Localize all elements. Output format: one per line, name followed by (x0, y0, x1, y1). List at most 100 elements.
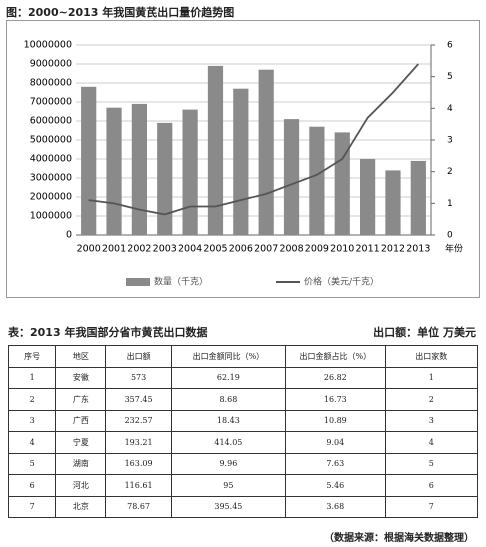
table-cell: 7.63 (285, 452, 386, 475)
table-cell: 5 (7, 452, 57, 475)
table-cell: 193.21 (105, 431, 172, 454)
table-cell: 湖南 (55, 452, 107, 475)
y-tick-label: 0 (66, 230, 72, 241)
x-tick-label: 2012 (381, 244, 405, 255)
x-axis-label: 年份 (445, 243, 463, 255)
table-cell: 6 (384, 474, 479, 497)
table-cell: 18.43 (170, 409, 287, 432)
x-tick-label: 2011 (356, 244, 380, 255)
header-cell: 出口金额占比（%） (285, 345, 386, 368)
table-cell: 广西 (55, 409, 107, 432)
table-cell: 357.45 (105, 388, 172, 411)
table-cell: 7 (384, 495, 479, 518)
y-tick-label: 7000000 (30, 97, 72, 108)
table-row: 2 广东 357.45 8.68 16.73 2 (7, 388, 479, 411)
table-cell: 26.82 (285, 366, 386, 389)
table-cell: 9.96 (170, 452, 287, 475)
table-row: 4 宁夏 193.21 414.05 9.04 4 (7, 431, 479, 454)
x-tick-label: 2008 (279, 244, 303, 255)
table-cell: 62.19 (170, 366, 287, 389)
table-cell: 宁夏 (55, 431, 107, 454)
table-row: 3 广西 232.57 18.43 10.89 3 (7, 409, 479, 432)
table-cell: 北京 (55, 495, 107, 518)
x-tick-label: 2001 (102, 244, 126, 255)
table-cell: 1 (7, 366, 57, 389)
header-cell: 出口额 (105, 345, 172, 368)
bar (207, 65, 224, 236)
y2-tick-label: 2 (447, 167, 453, 177)
table-cell: 3 (7, 409, 57, 432)
bar (182, 109, 198, 235)
header-cell: 地区 (55, 345, 107, 368)
x-tick-label: 2003 (153, 244, 177, 255)
chart: 0 1000000 2000000 3000000 4000000 5000000 6000… (6, 20, 480, 298)
x-tick-label: 2002 (127, 244, 151, 255)
table-cell: 10.89 (285, 409, 386, 432)
y-tick-label: 3000000 (30, 173, 72, 184)
table-cell: 7 (7, 495, 57, 518)
bar (81, 86, 97, 235)
y2-tick-label: 1 (447, 199, 453, 209)
bar (283, 119, 300, 235)
bar (157, 122, 173, 235)
y-tick-label: 9000000 (30, 59, 72, 70)
table-cell: 16.73 (285, 388, 386, 411)
legend-label: 数量（千克） (154, 276, 208, 288)
table-cell: 1 (384, 366, 479, 389)
header-cell: 出口家数 (384, 345, 479, 368)
x-tick-label: 2009 (305, 244, 329, 255)
y2-tick-label: 6 (447, 41, 453, 51)
table-cell: 9.04 (285, 431, 386, 454)
y2-tick-label: 5 (447, 72, 453, 82)
table-cell: 5.46 (285, 474, 386, 497)
source-note: （数据来源：根据海关数据整理） (324, 533, 474, 544)
table-row: 1 安徽 573 62.19 26.82 1 (7, 366, 479, 389)
table-row: 5 湖南 163.09 9.96 7.63 5 (7, 452, 479, 475)
y-tick-label: 5000000 (30, 135, 72, 146)
table-cell: 2 (384, 388, 479, 411)
x-tick-label: 2013 (406, 244, 430, 255)
header-cell: 出口金额同比（%） (170, 345, 287, 368)
table-cell: 河北 (55, 474, 107, 497)
table-cell: 414.05 (170, 431, 287, 454)
chart-title: 图：2000~2013 年我国黄芪出口量价趋势图 (6, 6, 235, 19)
table-cell: 163.09 (105, 452, 172, 475)
table-cell: 6 (7, 474, 57, 497)
bar (258, 69, 274, 235)
table-cell: 4 (7, 431, 57, 454)
bar (410, 160, 426, 235)
y2-tick-label: 3 (447, 136, 453, 146)
chart-frame (6, 20, 480, 298)
x-tick-label: 2005 (203, 244, 227, 255)
table-cell: 广东 (55, 388, 107, 411)
table-row: 6 河北 116.61 95 5.46 6 (7, 474, 479, 497)
header-row: 序号 地区 出口额 出口金额同比（%） 出口金额占比（%） 出口家数 (7, 345, 479, 368)
line (88, 63, 419, 216)
y-tick-label: 4000000 (30, 154, 72, 165)
table-cell: 3.68 (285, 495, 386, 518)
table-cell: 573 (105, 366, 172, 389)
bar (334, 132, 350, 235)
table-cell: 232.57 (105, 409, 172, 432)
x-tick-label: 2004 (178, 244, 202, 255)
x-tick-label: 2007 (254, 244, 278, 255)
y2-tick-label: 0 (447, 231, 453, 241)
table-row: 7 北京 78.67 395.45 3.68 7 (7, 495, 479, 518)
y-tick-label: 1000000 (30, 211, 72, 222)
bar (106, 107, 122, 235)
table-unit: 出口额：单位 万美元 (373, 326, 476, 339)
header-cell: 序号 (7, 345, 57, 368)
table-cell: 2 (7, 388, 57, 411)
bar (131, 103, 147, 236)
y-tick-label: 8000000 (30, 78, 72, 89)
y-tick-label: 6000000 (30, 116, 72, 127)
table-cell: 安徽 (55, 366, 107, 389)
table-cell: 3 (384, 409, 479, 432)
x-tick-label: 2010 (330, 244, 354, 255)
table-cell: 5 (384, 452, 479, 475)
table-cell: 4 (384, 431, 479, 454)
table-cell: 116.61 (105, 474, 172, 497)
table-cell: 8.68 (170, 388, 287, 411)
table-cell: 395.45 (170, 495, 287, 518)
